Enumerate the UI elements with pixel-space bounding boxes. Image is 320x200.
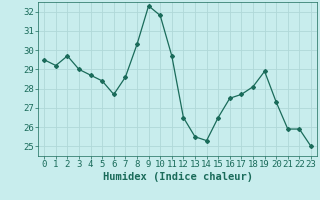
X-axis label: Humidex (Indice chaleur): Humidex (Indice chaleur): [103, 172, 252, 182]
